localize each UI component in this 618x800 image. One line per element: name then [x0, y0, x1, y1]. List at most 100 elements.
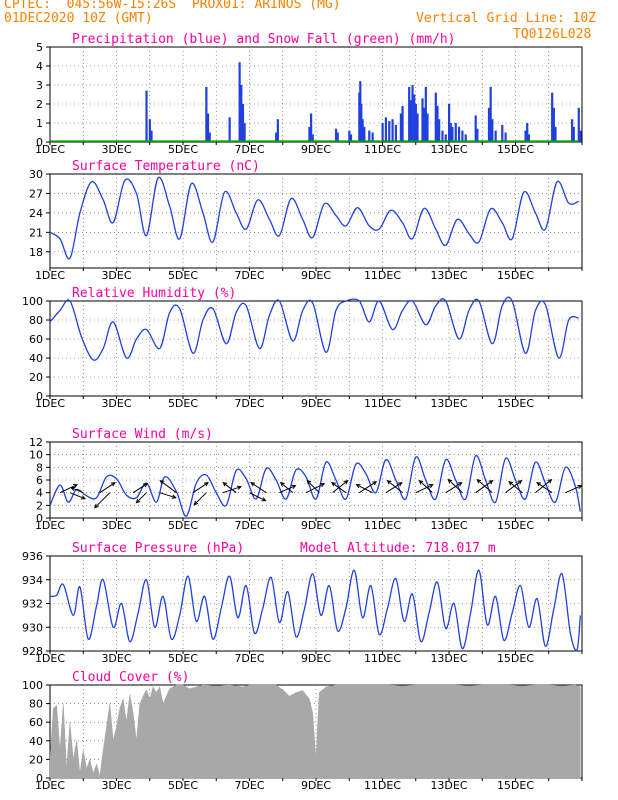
wind-arrowhead — [193, 500, 199, 506]
x-tick-label: 11DEC — [364, 143, 401, 156]
precip-bar — [449, 123, 452, 142]
x-tick-label: 3DEC — [101, 397, 131, 410]
precip-bar — [527, 134, 530, 142]
wind-arrowhead — [343, 479, 349, 485]
wind-arrow — [419, 480, 433, 494]
y-tick-label: 60 — [29, 333, 43, 346]
wind-arrowhead — [236, 485, 242, 490]
y-tick-label: 934 — [22, 574, 43, 587]
precip-bar — [243, 123, 246, 142]
x-tick-label: 15DEC — [497, 652, 534, 665]
panel-title: Relative Humidity (%) — [72, 286, 236, 301]
x-tick-label: 5DEC — [168, 652, 198, 665]
precip-bar — [444, 134, 447, 142]
wind-arrowhead — [222, 481, 228, 487]
series-line — [49, 569, 581, 652]
precip-bar — [228, 117, 231, 142]
series-line — [49, 176, 579, 260]
wind-arrowhead — [320, 483, 326, 488]
wind-arrowhead — [306, 479, 312, 485]
wind-arrow — [249, 492, 266, 502]
precip-bar — [487, 107, 491, 142]
x-tick-label: 5DEC — [168, 779, 198, 792]
panel-2: 0 20 40 60 80 100 1DEC 3DEC 5DEC 7DEC 9DEC 11DEC 13D… — [22, 286, 583, 410]
y-tick-label: 928 — [22, 645, 43, 658]
x-tick-label: 5DEC — [168, 519, 198, 532]
y-tick-label: 12 — [29, 436, 43, 449]
wind-arrowhead — [135, 498, 141, 504]
wind-arrowhead — [577, 484, 583, 490]
x-tick-label: 1DEC — [35, 143, 65, 156]
wind-arrowhead — [291, 484, 297, 490]
x-tick-label: 7DEC — [234, 269, 264, 282]
y-tick-label: 0 — [36, 390, 43, 403]
x-tick-label: 9DEC — [301, 652, 331, 665]
x-tick-label: 11DEC — [364, 519, 401, 532]
y-tick-label: 0 — [36, 772, 43, 785]
wind-arrowhead — [203, 482, 209, 487]
wind-arrow — [306, 480, 320, 494]
x-tick-label: 7DEC — [234, 143, 264, 156]
wind-arrowhead — [143, 483, 149, 488]
precip-bar — [394, 124, 397, 142]
y-tick-label: 40 — [29, 352, 43, 365]
x-tick-label: 11DEC — [364, 652, 401, 665]
precip-bar — [391, 119, 394, 142]
x-tick-label: 5DEC — [168, 143, 198, 156]
x-tick-label: 1DEC — [35, 269, 65, 282]
precip-bar — [148, 119, 151, 142]
y-tick-label: 24 — [29, 207, 43, 220]
wind-arrowhead — [386, 479, 392, 485]
wind-arrowhead — [397, 482, 403, 487]
precip-bar — [275, 132, 278, 142]
x-tick-label: 1DEC — [35, 779, 65, 792]
precip-bar — [571, 119, 574, 142]
wind-arrowhead — [457, 482, 463, 487]
panel-title: Cloud Cover (%) — [72, 670, 189, 685]
x-tick-label: 7DEC — [234, 397, 264, 410]
precip-bar — [208, 132, 211, 142]
precip-bar — [363, 126, 366, 142]
wind-arrow — [159, 492, 176, 499]
wind-arrow — [69, 492, 86, 500]
x-tick-label: 15DEC — [497, 397, 534, 410]
precip-bar — [310, 113, 313, 142]
precip-bar — [308, 126, 311, 142]
panel-title: Surface Wind (m/s) — [72, 427, 213, 442]
precip-bar — [413, 94, 416, 142]
precip-bar — [276, 119, 279, 142]
precip-bar — [551, 92, 554, 142]
x-tick-label: 5DEC — [168, 269, 198, 282]
precip-bar — [238, 62, 241, 143]
precip-bar — [423, 107, 426, 142]
x-tick-label: 3DEC — [101, 652, 131, 665]
y-tick-label: 2 — [36, 499, 43, 512]
precip-bar — [474, 115, 477, 142]
precip-bar — [504, 132, 507, 142]
wind-arrow — [447, 479, 463, 494]
y-tick-label: 60 — [29, 716, 43, 729]
x-tick-label: 15DEC — [497, 143, 534, 156]
wind-arrowhead — [418, 479, 424, 485]
precip-bar — [579, 130, 582, 142]
y-tick-label: 100 — [22, 679, 43, 692]
precip-bar — [451, 126, 454, 142]
precip-bar — [436, 105, 439, 142]
panel-title: Surface Pressure (hPa) — [72, 541, 244, 556]
wind-arrow — [476, 479, 493, 494]
precip-bar — [311, 134, 314, 142]
wind-arrow — [415, 484, 433, 494]
wind-arrow — [356, 484, 373, 494]
wind-arrow — [99, 482, 116, 494]
wind-arrowhead — [279, 481, 285, 487]
wind-arrow — [59, 484, 78, 494]
wind-arrow — [193, 492, 207, 506]
precip-bar — [150, 130, 153, 142]
wind-arrowhead — [159, 480, 165, 485]
precip-bar — [145, 90, 148, 142]
wind-arrow — [192, 482, 209, 494]
wind-arrowhead — [94, 503, 99, 509]
wind-arrow — [222, 482, 237, 494]
wind-arrowhead — [261, 497, 267, 502]
